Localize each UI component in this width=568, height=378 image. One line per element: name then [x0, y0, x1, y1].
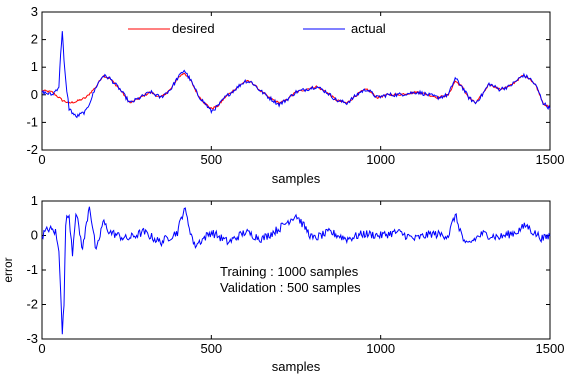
- top-x-tick-label: 1500: [536, 152, 565, 167]
- top-y-tick-label: 2: [31, 32, 38, 47]
- bottom-x-tick-label: 1000: [366, 341, 395, 356]
- bottom-x-axis-label: samples: [272, 359, 321, 374]
- top-chart: 0 500 1000 1500 -2 -1 0 1 2 3 samples desired act…: [26, 4, 564, 186]
- bottom-y-tick-label: -1: [26, 262, 38, 277]
- top-y-tick-label: 3: [31, 4, 38, 19]
- top-x-tick-label: 0: [38, 152, 45, 167]
- annotation-validation: Validation : 500 samples: [220, 280, 361, 295]
- top-x-axis-label: samples: [272, 171, 321, 186]
- legend-actual-label: actual: [351, 21, 386, 36]
- top-x-tick-label: 1000: [366, 152, 395, 167]
- bottom-x-tick-label: 1500: [536, 341, 565, 356]
- bottom-x-tick-label: 500: [200, 341, 222, 356]
- top-legend: desired actual: [128, 21, 386, 36]
- top-axis-ticks: 0 500 1000 1500 -2 -1 0 1 2 3: [26, 4, 564, 167]
- bottom-series-line-error: [41, 206, 551, 335]
- bottom-axis-ticks: 0 500 1000 1500 -3 -2 -1 0 1: [26, 193, 564, 356]
- top-y-tick-label: 0: [31, 87, 38, 102]
- bottom-y-axis-label: error: [1, 257, 15, 282]
- bottom-chart: 0 500 1000 1500 -3 -2 -1 0 1 samples error Train…: [1, 193, 564, 374]
- annotation-training: Training : 1000 samples: [220, 264, 359, 279]
- top-x-tick-label: 500: [200, 152, 222, 167]
- bottom-x-tick-label: 0: [38, 341, 45, 356]
- bottom-series-group: [41, 206, 551, 335]
- top-y-tick-label: -2: [26, 142, 38, 157]
- bottom-y-tick-label: 1: [31, 193, 38, 208]
- top-series-group: [41, 31, 551, 119]
- bottom-y-tick-label: 0: [31, 228, 38, 243]
- top-y-tick-label: 1: [31, 59, 38, 74]
- bottom-y-tick-label: -3: [26, 331, 38, 346]
- top-plot-frame: [41, 11, 551, 151]
- top-series-line-actual: [41, 31, 551, 119]
- legend-desired-label: desired: [172, 21, 215, 36]
- top-y-tick-label: -1: [26, 114, 38, 129]
- bottom-y-tick-label: -2: [26, 297, 38, 312]
